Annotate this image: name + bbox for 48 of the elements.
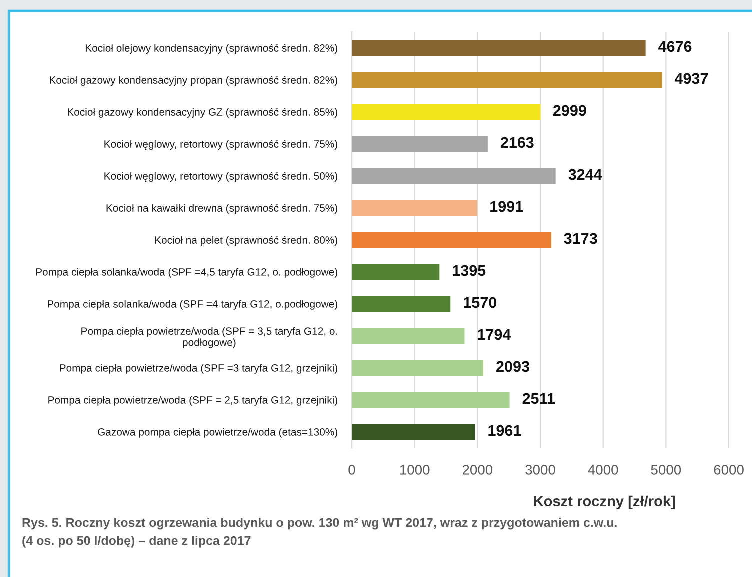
x-tick-label: 6000 <box>714 465 744 475</box>
y-tick-label: Kocioł węglowy, retortowy (sprawność średn. 75%) <box>104 140 338 150</box>
y-tick-label: Kocioł węglowy, retortowy (sprawność średn. 50%) <box>104 172 338 182</box>
y-tick-label: Kocioł gazowy kondensacyjny GZ (sprawność średn. 85%) <box>68 108 338 118</box>
data-label: 1991 <box>490 201 524 212</box>
bar <box>352 328 465 344</box>
bar <box>352 168 556 184</box>
data-label: 1570 <box>464 297 497 308</box>
y-tick-label: Pompa ciepła powietrze/woda (SPF = 2,5 taryfa G12, grzejniki) <box>48 396 338 406</box>
x-axis-title: Koszt roczny [zł/rok] <box>534 496 676 510</box>
data-label: 3244 <box>568 169 602 180</box>
x-tick-label: 4000 <box>588 465 618 475</box>
bar <box>352 264 440 280</box>
bar <box>352 104 540 120</box>
y-tick-label: Pompa ciepła powietrze/woda (SPF =3 taryfa G12, grzejniki) <box>60 364 338 374</box>
bar <box>352 40 646 56</box>
bar <box>352 200 478 216</box>
bar <box>352 72 662 88</box>
data-label: 2163 <box>500 137 534 148</box>
data-label: 4676 <box>658 41 692 52</box>
bar <box>352 296 451 312</box>
bar <box>352 232 552 248</box>
y-tick-label: Kocioł gazowy kondensacyjny propan (sprawność średn. 82%) <box>50 76 338 86</box>
data-label: 2999 <box>553 105 586 116</box>
y-tick-label: Pompa ciepła solanka/woda (SPF =4 taryfa G12, o.podłogowe) <box>48 300 338 310</box>
data-label: 1961 <box>488 425 522 436</box>
y-tick-label: Kocioł na pelet (sprawność średn. 80%) <box>155 236 338 246</box>
data-label: 2093 <box>496 361 530 372</box>
data-label: 1395 <box>453 265 486 276</box>
x-tick-label: 0 <box>348 465 356 475</box>
bar <box>352 424 476 440</box>
text: Rys. 5. Roczny koszt ogrzewania budynku o pow. 130 m² wg WT 2017, wraz z przygotowaniem c.w.u. (4 os. po 50 l/dobę) – dane z lipca 2017 <box>22 518 617 548</box>
data-label: 3173 <box>564 233 598 244</box>
y-tick-label: Pompa ciepła powietrze/woda (SPF = 3,5 taryfa G12, o. podłogowe) <box>82 327 338 348</box>
y-tick-label: Gazowa pompa ciepła powietrze/woda (etas=130%) <box>98 428 338 438</box>
y-tick-label: Pompa ciepła solanka/woda (SPF =4,5 taryfa G12, o. podłogowe) <box>36 268 338 278</box>
x-tick-label: 5000 <box>651 465 682 475</box>
data-label: 4937 <box>674 73 708 84</box>
y-tick-label: Kocioł olejowy kondensacyjny (sprawność średn. 82%) <box>86 44 338 54</box>
bar <box>352 392 510 408</box>
bar <box>352 136 488 152</box>
x-tick-label: 3000 <box>526 465 556 475</box>
x-tick-label: 2000 <box>462 465 493 475</box>
data-label: 2511 <box>522 393 555 404</box>
y-tick-label: Kocioł na kawałki drewna (sprawność średn. 75%) <box>106 204 338 214</box>
x-tick-label: 1000 <box>400 465 430 475</box>
bar <box>352 360 484 376</box>
data-label: 1794 <box>478 329 512 340</box>
